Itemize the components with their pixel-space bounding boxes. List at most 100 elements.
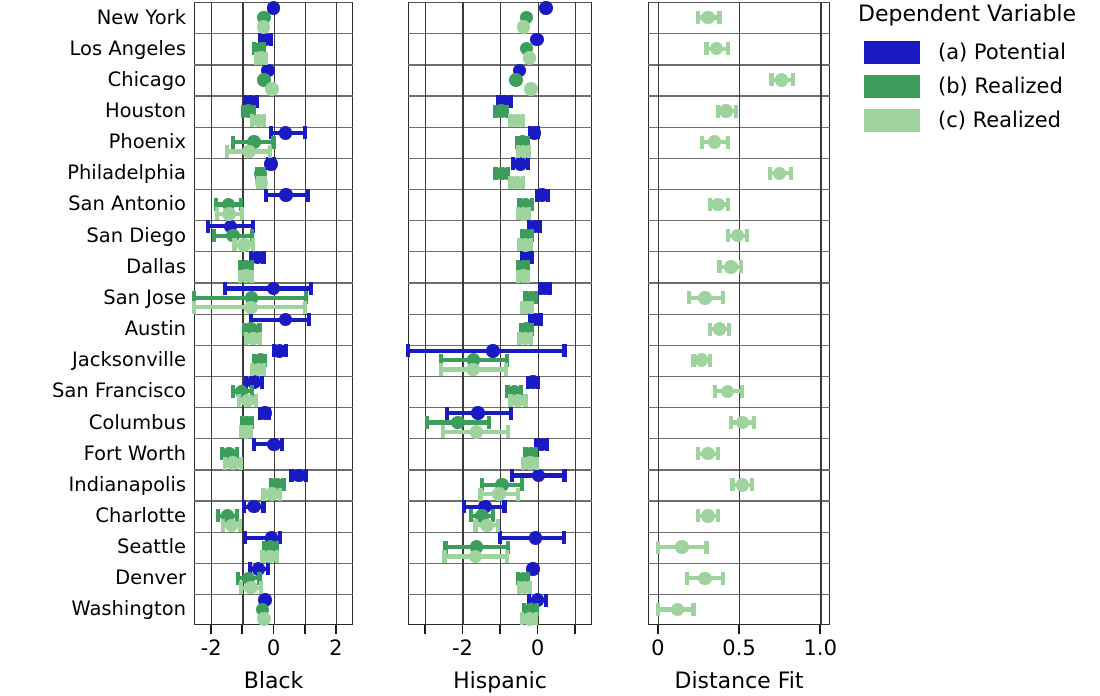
data-point-marker (466, 362, 480, 377)
error-bar-cap (509, 468, 515, 482)
legend-item-realized_b[interactable]: (b) Realized (856, 69, 1076, 103)
error-bar-cap (733, 104, 738, 118)
x-axis-title-distance-fit: Distance Fit (674, 669, 804, 694)
legend-item-realized_c[interactable]: (c) Realized (856, 103, 1076, 137)
error-bar-cap (243, 375, 249, 389)
error-bar-cap (725, 135, 730, 149)
vertical-gridline (424, 2, 427, 625)
vertical-gridline (500, 2, 502, 625)
error-bar-cap (561, 531, 566, 545)
error-bar-cap (506, 425, 511, 439)
error-bar-cap (725, 229, 730, 243)
legend-item-potential[interactable]: (a) Potential (856, 35, 1076, 69)
error-bar-cap (534, 456, 539, 470)
error-bar-cap (424, 416, 429, 430)
y-axis-label-austin: Austin (124, 317, 186, 341)
error-bar-cap (265, 562, 270, 576)
y-axis-city-labels: New York Los Angeles Chicago Houston Phoenix… (0, 0, 186, 625)
data-point-marker (516, 269, 531, 283)
x-axis-tick (210, 625, 213, 634)
error-bar-cap (261, 500, 266, 514)
y-axis-label-phoenix: Phoenix (108, 130, 186, 154)
error-bar-cap (526, 157, 531, 171)
x-axis-title-black: Black (243, 669, 304, 694)
error-bar-cap (788, 166, 794, 180)
error-bar-cap (479, 478, 485, 492)
y-axis-label-philadelphia: Philadelphia (67, 161, 186, 185)
error-bar-cap (302, 126, 307, 140)
error-bar-cap (655, 540, 660, 554)
error-bar-cap (511, 157, 516, 171)
data-point-marker (510, 175, 524, 190)
data-point-marker (272, 344, 287, 358)
error-bar-cap (225, 145, 230, 159)
legend-swatch-realized_b (864, 74, 920, 98)
data-point-marker (244, 300, 258, 315)
x-axis-ticklabel: 1.0 (803, 636, 837, 660)
data-point-marker (292, 468, 306, 483)
error-bar-cap (727, 322, 732, 336)
x-axis-tick (241, 625, 244, 634)
data-point-marker (518, 331, 533, 346)
data-point-marker (451, 415, 465, 430)
vertical-gridline (335, 2, 338, 625)
error-bar-cap (707, 353, 712, 367)
error-bar-cap (303, 300, 308, 314)
error-bar-cap (232, 238, 237, 252)
legend-swatch-realized_c (864, 108, 920, 132)
data-point-marker (266, 1, 281, 15)
data-point-marker (224, 518, 239, 533)
data-point-marker (772, 166, 787, 181)
error-bar-cap (497, 531, 503, 545)
data-point-marker (278, 126, 293, 140)
data-point-marker (278, 312, 293, 327)
error-bar-cap (527, 593, 532, 607)
x-axis-ticklabel: 0 (530, 636, 545, 660)
error-bar-cap (478, 487, 483, 501)
error-bar-cap (238, 456, 243, 470)
error-bar-cap (740, 384, 745, 398)
error-bar-cap (280, 437, 285, 451)
x-axis-tick (499, 625, 501, 634)
error-bar-cap (260, 375, 265, 389)
y-axis-label-jacksonville: Jacksonville (72, 348, 186, 372)
x-axis-tick (738, 625, 740, 634)
error-bar-cap (712, 384, 717, 398)
data-point-marker (510, 113, 524, 128)
error-bar-cap (213, 197, 218, 211)
error-bar-cap (442, 549, 447, 563)
error-bar-cap (305, 188, 310, 202)
data-point-marker (246, 331, 260, 346)
data-point-marker (694, 353, 709, 367)
data-point-marker (522, 51, 537, 65)
data-point-marker (263, 549, 277, 564)
data-point-marker (711, 197, 725, 212)
error-bar-cap (715, 509, 720, 523)
vertical-gridline (657, 2, 660, 625)
data-point-marker (675, 540, 689, 554)
y-axis-label-columbus: Columbus (88, 410, 186, 434)
error-bar-cap (715, 447, 720, 461)
error-bar-cap (304, 291, 309, 305)
legend: Dependent Variable (a) Potential (b) Real… (856, 2, 1076, 137)
data-point-marker (486, 344, 500, 358)
data-point-marker (257, 612, 271, 626)
data-point-marker (258, 406, 272, 420)
y-axis-label-houston: Houston (104, 99, 186, 123)
data-point-marker (719, 104, 733, 118)
error-bar-cap (704, 540, 709, 554)
data-point-marker (266, 281, 281, 296)
error-bar-cap (769, 73, 774, 87)
data-point-marker (524, 82, 538, 96)
error-bar-cap (508, 394, 513, 408)
data-point-marker (242, 144, 256, 159)
y-axis-label-san-francisco: San Francisco (52, 379, 186, 403)
error-bar-cap (655, 602, 660, 616)
data-point-marker (494, 104, 508, 118)
error-bar-cap (462, 500, 467, 514)
vertical-gridline (211, 2, 213, 625)
error-bar-cap (304, 468, 309, 482)
error-bar-cap (473, 518, 478, 532)
data-point-marker (712, 322, 727, 336)
error-bar-cap (235, 571, 240, 585)
